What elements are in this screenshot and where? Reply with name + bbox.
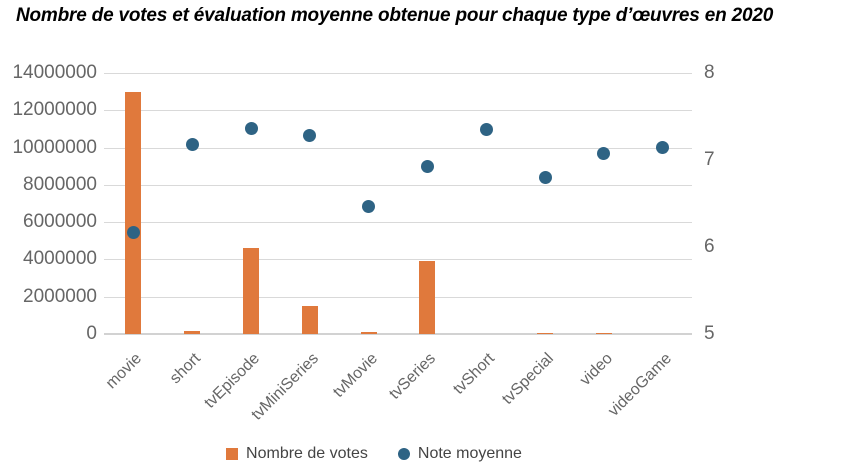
dot-tvSeries [420, 160, 434, 174]
dot-tvEpisode [244, 122, 258, 136]
legend-label-votes: Nombre de votes [246, 445, 368, 462]
dot-short [185, 137, 199, 151]
gridline [104, 333, 692, 335]
gridline [104, 296, 692, 298]
left-axis-tick-label: 12000000 [12, 99, 97, 121]
gridline [104, 222, 692, 224]
right-axis-tick-label: 7 [704, 149, 715, 170]
left-axis-tick-label: 8000000 [23, 173, 97, 195]
right-axis-tick-label: 6 [704, 236, 715, 257]
dot-tvMiniSeries [303, 129, 317, 143]
bar-tvSpecial [537, 332, 553, 334]
legend-item-note-moyenne: Note moyenne [397, 445, 522, 463]
left-axis-tick-label: 6000000 [23, 211, 97, 233]
left-axis-tick-label: 4000000 [23, 248, 97, 270]
left-axis-tick-label: 0 [86, 323, 97, 344]
dot-videoGame [656, 141, 670, 155]
legend-label-note: Note moyenne [417, 445, 522, 462]
dot-tvSpecial [538, 170, 552, 184]
legend: Nombre de votes Note moyenne [104, 443, 644, 465]
gridline [104, 110, 692, 112]
dot-tvMovie [362, 200, 376, 214]
gridline [104, 73, 692, 74]
dot-movie [126, 225, 140, 239]
gridline [104, 147, 692, 149]
left-axis-tick-label: 14000000 [12, 62, 97, 83]
bar-movie [125, 91, 142, 334]
dot-series-marker-icon [397, 448, 410, 460]
bar-tvMovie [360, 331, 377, 334]
bar-video [595, 332, 612, 334]
gridline [104, 259, 692, 261]
left-axis-tick-label: 10000000 [12, 136, 97, 158]
chart-title: Nombre de votes et évaluation moyenne ob… [16, 5, 774, 26]
bar-tvMiniSeries [301, 306, 318, 334]
legend-item-nombre-de-votes: Nombre de votes [226, 445, 368, 463]
bar-short [184, 331, 201, 334]
left-axis-tick-label: 2000000 [23, 285, 97, 307]
bar-tvSeries [419, 261, 436, 334]
right-axis-tick-label: 5 [704, 323, 715, 344]
right-axis-tick-label: 8 [704, 62, 715, 83]
gridline [104, 184, 692, 186]
bar-series-marker-icon [226, 448, 239, 460]
dot-tvShort [479, 123, 493, 137]
bar-tvEpisode [243, 248, 259, 334]
dot-video [597, 146, 611, 160]
